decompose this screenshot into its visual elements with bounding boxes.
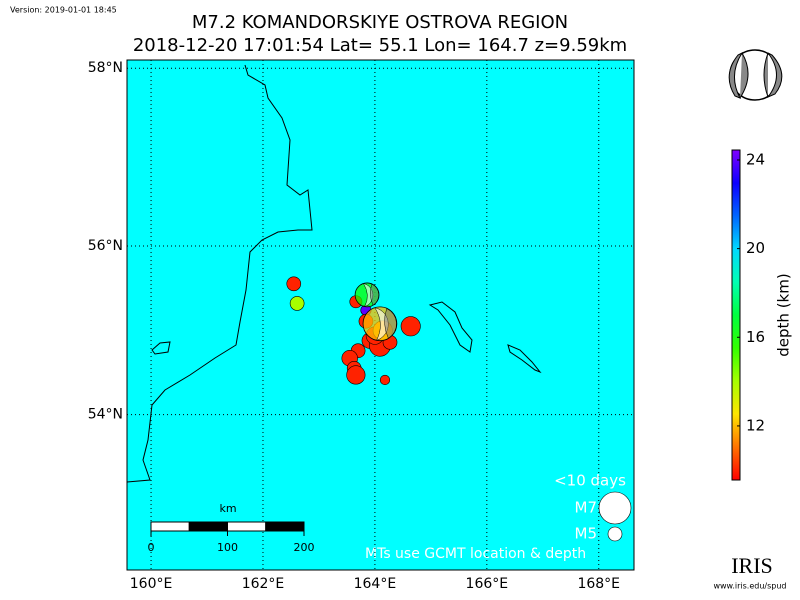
legend-marker bbox=[598, 491, 632, 525]
x-tick-label: 162°E bbox=[242, 576, 285, 592]
scale-segment bbox=[227, 521, 267, 532]
note: MTs use GCMT location & depth bbox=[365, 546, 586, 562]
legend-marker bbox=[607, 526, 623, 542]
mechanism-wedge bbox=[384, 308, 397, 339]
map-border bbox=[126, 59, 635, 571]
scale-segment bbox=[150, 521, 190, 532]
legend-title: <10 days bbox=[554, 472, 626, 490]
legend-label: M5 bbox=[575, 525, 598, 543]
beachball-wedges bbox=[728, 51, 783, 99]
x-tick-label: 160°E bbox=[130, 576, 173, 592]
scale-label: km bbox=[219, 502, 236, 515]
islet bbox=[151, 341, 171, 355]
colorbar-tick-label: 20 bbox=[746, 239, 765, 257]
y-tick-label: 54°N bbox=[88, 407, 123, 423]
event bbox=[400, 316, 421, 337]
scale-segment bbox=[265, 521, 305, 532]
title: M7.2 KOMANDORSKIYE OSTROVA REGION bbox=[192, 12, 568, 33]
colorbar-label: depth (km) bbox=[775, 273, 793, 356]
header-mechanism bbox=[728, 49, 783, 101]
beachball-planes bbox=[739, 52, 769, 99]
subtitle: 2018-12-20 17:01:54 Lat= 55.1 Lon= 164.7… bbox=[133, 35, 627, 56]
legend-label: M7 bbox=[575, 499, 598, 517]
x-tick-label: 166°E bbox=[466, 576, 509, 592]
x-tick-label: 164°E bbox=[354, 576, 397, 592]
medny-island bbox=[507, 344, 542, 374]
event bbox=[289, 296, 305, 311]
colorbar-tick-label: 16 bbox=[746, 328, 765, 346]
y-tick-label: 58°N bbox=[88, 60, 123, 76]
event bbox=[286, 276, 302, 292]
colorbar-tick-label: 24 bbox=[746, 150, 765, 168]
colorbar bbox=[731, 149, 741, 481]
logo: IRIS bbox=[731, 553, 773, 578]
kamchatka-coast bbox=[126, 64, 313, 483]
scale-tick-label: 200 bbox=[294, 541, 315, 554]
version: Version: 2019-01-01 18:45 bbox=[10, 6, 117, 15]
scale-segment bbox=[188, 521, 228, 532]
colorbar-tick-label: 12 bbox=[746, 416, 765, 434]
y-tick-label: 56°N bbox=[88, 238, 123, 254]
event bbox=[379, 374, 391, 385]
bering-island bbox=[428, 301, 473, 353]
scale-tick-label: 0 bbox=[148, 541, 155, 554]
x-tick-label: 168°E bbox=[577, 576, 620, 592]
logo-url: www.iris.edu/spud bbox=[713, 582, 786, 591]
event bbox=[346, 365, 366, 385]
coastline bbox=[126, 64, 542, 483]
mechanism-wedge bbox=[370, 283, 379, 306]
scale-tick-label: 100 bbox=[217, 541, 238, 554]
